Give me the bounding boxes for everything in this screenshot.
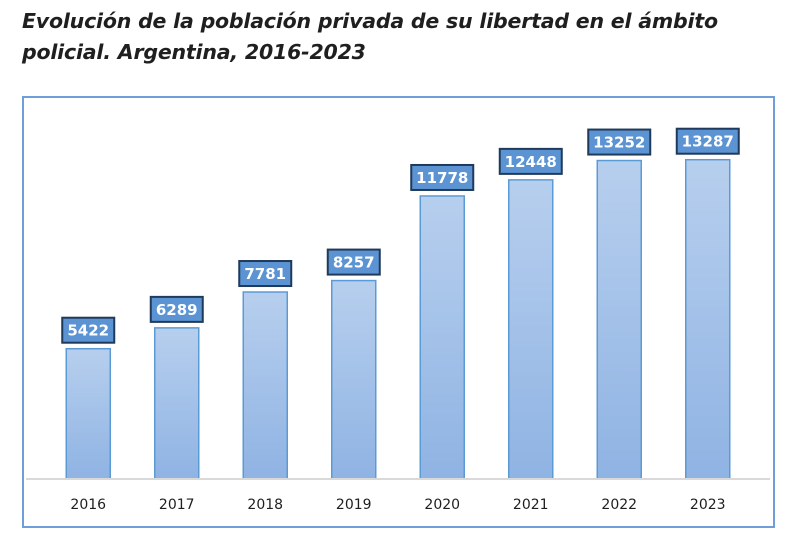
- bar-2020: [419, 195, 465, 480]
- x-tick-label: 2018: [247, 497, 283, 513]
- bar-2019: [331, 279, 377, 480]
- x-tick-label: 2019: [336, 497, 372, 513]
- data-label-box: [149, 295, 204, 323]
- x-tick-label: 2020: [424, 497, 460, 513]
- data-label-box: [587, 128, 652, 156]
- data-label-box: [498, 147, 563, 175]
- x-tick-label: 2022: [601, 497, 637, 513]
- bar-2016: [65, 347, 111, 480]
- data-label-box: [326, 248, 381, 276]
- bar-2023: [685, 158, 731, 480]
- data-label-box: [61, 316, 116, 344]
- data-label: 12448: [505, 153, 557, 171]
- x-tick-label: 2016: [70, 497, 106, 513]
- data-label: 6289: [156, 301, 198, 319]
- data-label: 13252: [593, 134, 645, 152]
- chart-frame: [22, 96, 775, 528]
- data-label-box: [675, 127, 740, 155]
- data-label: 11778: [416, 169, 468, 187]
- bar-2017: [154, 327, 200, 480]
- data-label: 5422: [67, 322, 109, 340]
- bar-2018: [242, 291, 288, 480]
- chart-title: Evolución de la población privada de su …: [22, 9, 718, 64]
- data-label-box: [238, 260, 293, 288]
- data-label: 7781: [244, 265, 286, 283]
- x-tick-label: 2017: [159, 497, 195, 513]
- x-tick-label: 2023: [690, 497, 726, 513]
- data-label: 8257: [333, 254, 375, 272]
- data-label-box: [410, 163, 475, 191]
- x-tick-label: 2021: [513, 497, 549, 513]
- bar-2022: [596, 159, 642, 480]
- data-label: 13287: [682, 133, 734, 151]
- bar-2021: [508, 179, 554, 480]
